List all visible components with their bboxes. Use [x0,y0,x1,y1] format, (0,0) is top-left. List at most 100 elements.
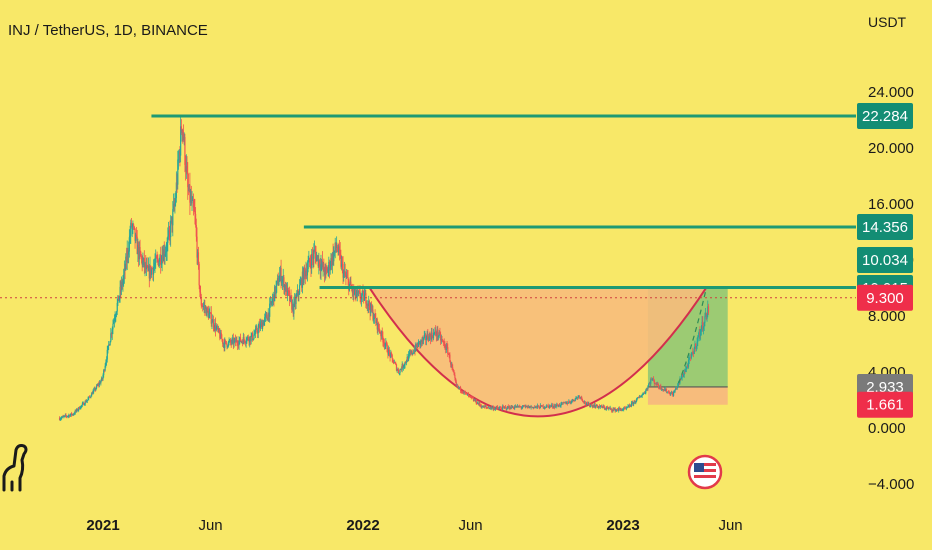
y-tick-label: 20.000 [868,140,914,157]
candle-body [414,349,416,352]
candle-body [155,256,158,258]
candle-body [290,295,292,299]
candle-body [598,406,600,408]
candle-body [454,374,456,379]
candle-body [498,407,500,409]
candle-body [354,289,356,294]
candle-body [167,229,170,237]
candle-body [373,318,375,320]
candle-body [561,402,564,404]
candle-body [380,330,383,337]
candle-body [538,406,540,409]
candle-body [479,405,482,406]
candle-body [172,209,174,226]
candle-body [422,338,424,341]
candle-body [577,396,579,399]
candle-body [511,407,514,408]
candle-body [303,267,306,271]
candle-body [66,416,68,418]
candle-body [176,182,178,185]
candle-body [656,382,658,385]
candle-body [93,388,96,390]
candle-body [692,352,694,354]
candle-body [630,405,632,407]
candle-body [341,261,343,267]
candle-body [130,222,133,227]
candle-body [333,250,336,252]
candle-body [431,332,433,337]
candle-body [489,408,491,409]
candle-body [150,265,152,275]
candle-body [357,290,359,293]
candle-body [682,374,685,377]
candle-body [78,407,81,410]
candle-body [61,416,63,418]
candle-body [517,405,519,408]
candle-body [180,126,182,133]
candle-body [524,405,526,407]
candle-body [618,408,620,411]
candle-body [600,405,602,407]
candle-body [254,333,256,335]
dinosaur-logo-icon [2,444,28,492]
candle-body [128,237,130,252]
candle-body [310,263,312,268]
candle-body [602,406,604,409]
candle-body [432,333,435,339]
candle-body [344,270,346,276]
y-tick-label: 8.000 [868,308,906,325]
candle-body [358,291,361,293]
candle-body [697,335,700,337]
candle-body [366,303,368,306]
candle-body [320,264,322,271]
candle-body [546,405,549,407]
candle-body [690,357,692,359]
candle-body [258,324,260,328]
candle-body [579,397,581,399]
candle-body [342,263,344,278]
candle-body [702,326,705,330]
candle-body [152,267,155,275]
candle-body [361,291,363,296]
candle-body [569,401,571,403]
candle-body [425,339,427,340]
candle-body [100,377,103,382]
candle-body [417,344,419,347]
candle-body [287,288,289,292]
candle-body [230,342,232,344]
candle-body [501,408,503,410]
candle-body [471,397,473,399]
candle-body [118,296,120,301]
candle-body [232,338,234,345]
candle-body [336,246,338,251]
candle-body [467,394,470,396]
candle-body [524,405,527,407]
candle-body [265,314,267,316]
candle-body [491,407,493,409]
candle-body [165,251,167,253]
horizontal-levels[interactable] [0,114,856,299]
candle-body [453,372,455,375]
candle-body [433,333,435,334]
candle-body [303,267,305,284]
candle-body [194,211,196,214]
candle-body [544,407,546,408]
price-badge-label: 14.356 [862,219,908,236]
candle-body [518,406,520,408]
candle-body [345,275,347,277]
candle-body [152,268,154,275]
candle-body [563,402,565,404]
candle-body [249,336,251,343]
candle-body [316,256,318,262]
candle-body [526,405,528,407]
y-tick-label: 0.000 [868,420,906,437]
us-flag-icon[interactable] [687,454,723,490]
candle-body [98,384,100,385]
candle-body [449,354,451,363]
candle-body [649,382,651,384]
candle-body [119,286,121,297]
candle-body [305,271,307,277]
candle-body [204,305,206,309]
